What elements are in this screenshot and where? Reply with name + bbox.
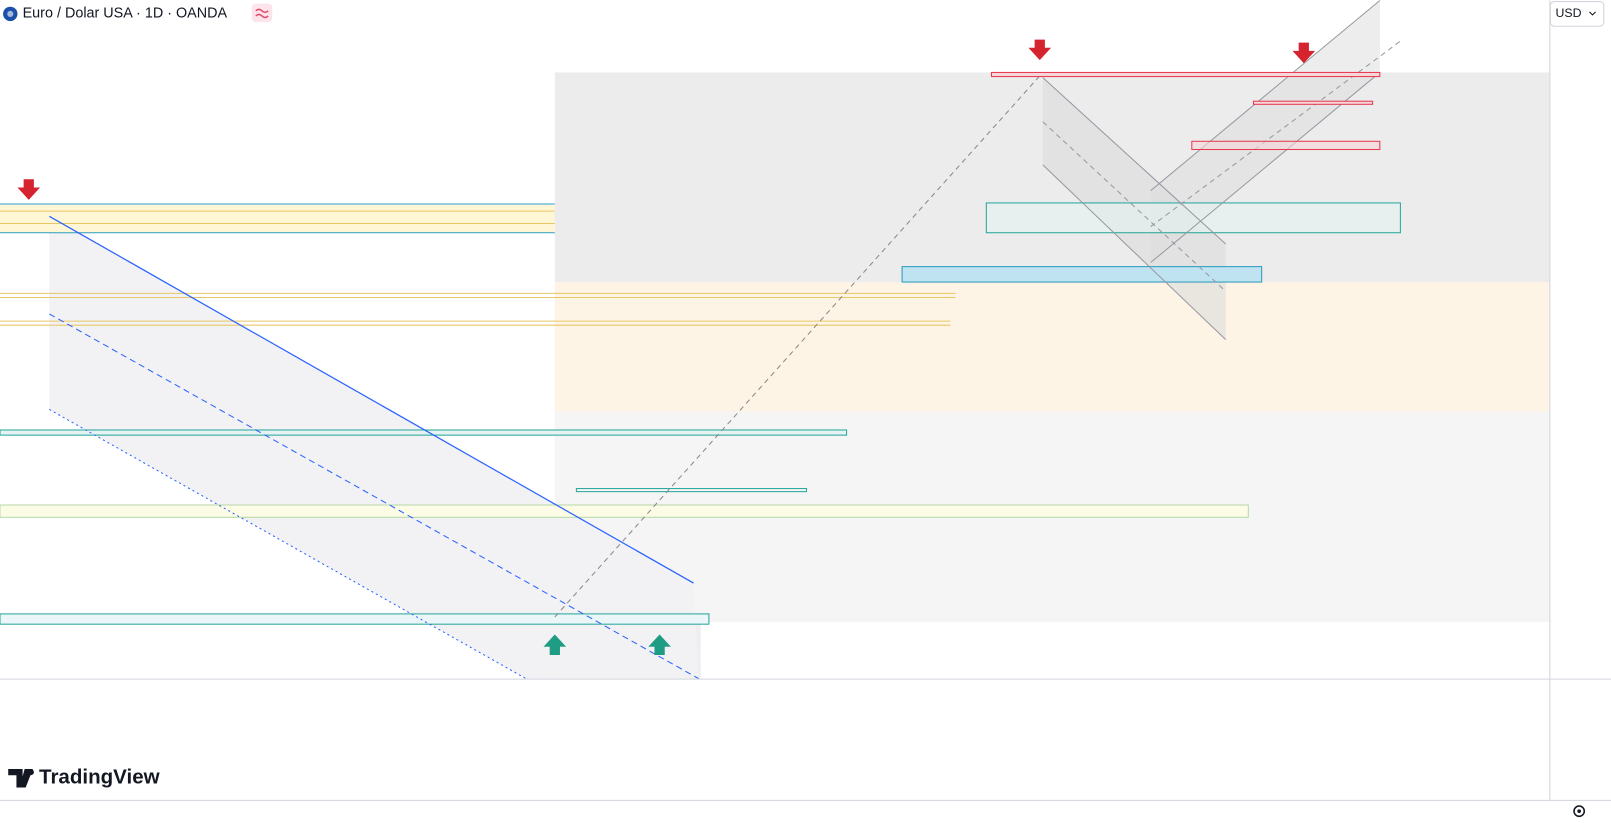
channel-fill	[49, 216, 699, 679]
brand-name: TradingView	[39, 766, 161, 789]
trendline	[1042, 77, 1227, 245]
arrow-down	[1028, 39, 1052, 61]
header: Euro / Dolar USA · 1D · OANDA USD Tradin…	[3, 1, 1605, 818]
trendline	[1042, 164, 1227, 340]
settings-icon[interactable]	[1577, 809, 1581, 814]
brand-logo	[8, 769, 33, 788]
badge-icon	[255, 8, 269, 19]
arrow-down	[17, 179, 41, 200]
zone	[0, 429, 848, 436]
drawings	[0, 0, 1403, 680]
zone	[0, 504, 1249, 518]
axes	[0, 0, 1611, 801]
zone	[985, 202, 1401, 234]
symbol-icon	[7, 10, 14, 17]
arrows-up	[543, 634, 671, 655]
fib-zone	[554, 282, 1550, 412]
trendline	[49, 215, 694, 584]
arrow-down	[1292, 42, 1316, 64]
zone	[0, 204, 555, 233]
zone	[575, 488, 808, 493]
brand-logo	[27, 769, 34, 776]
trendline	[1150, 0, 1381, 191]
settings-icon[interactable]	[1573, 805, 1586, 818]
trendline	[1042, 121, 1227, 292]
drawing-backgrounds	[0, 0, 1550, 679]
zone	[901, 266, 1263, 283]
trendline	[49, 408, 527, 680]
badge	[251, 3, 273, 23]
trendline	[49, 313, 699, 680]
resistance-box	[990, 71, 1381, 78]
trendline	[1150, 39, 1403, 227]
arrow-up	[543, 634, 567, 655]
symbol-title: Euro / Dolar USA · 1D · OANDA	[23, 6, 228, 22]
channel-fill	[1150, 0, 1380, 263]
arrows-down	[17, 39, 1316, 200]
currency-caret	[1589, 11, 1596, 16]
resistance-box	[1191, 140, 1381, 151]
currency-label[interactable]: USD	[1556, 6, 1582, 20]
resistance-box	[1252, 100, 1374, 105]
trendline	[554, 72, 1044, 618]
currency-button[interactable]	[1549, 1, 1605, 27]
arrow-up	[648, 634, 671, 655]
zone	[0, 613, 710, 625]
